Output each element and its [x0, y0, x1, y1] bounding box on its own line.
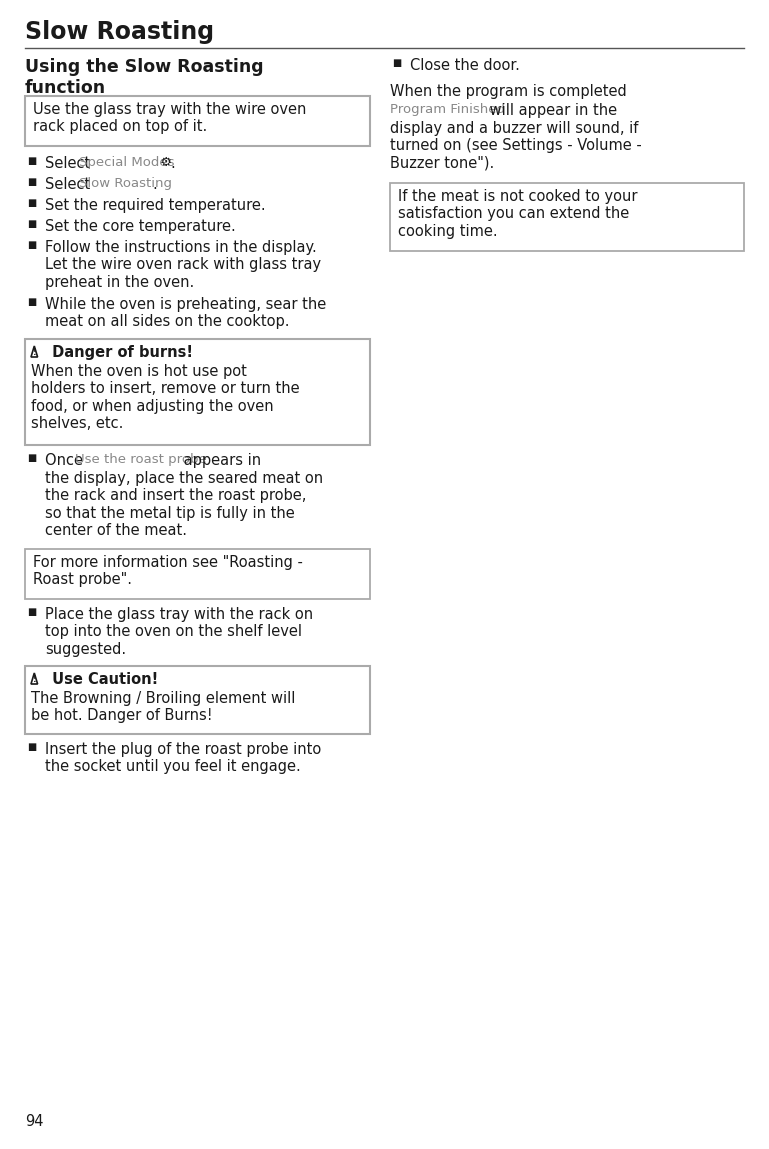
Text: ■: ■: [27, 607, 36, 617]
Text: Danger of burns!: Danger of burns!: [47, 345, 193, 360]
Text: ■: ■: [27, 177, 36, 187]
FancyBboxPatch shape: [390, 183, 744, 250]
FancyBboxPatch shape: [25, 666, 370, 734]
Text: display and a buzzer will sound, if
turned on (see Settings - Volume -
Buzzer to: display and a buzzer will sound, if turn…: [390, 121, 642, 171]
Text: Place the glass tray with the rack on
top into the oven on the shelf level
sugge: Place the glass tray with the rack on to…: [45, 607, 313, 657]
Text: While the oven is preheating, sear the
meat on all sides on the cooktop.: While the oven is preheating, sear the m…: [45, 296, 326, 330]
Text: Select: Select: [45, 156, 95, 171]
Text: .: .: [152, 177, 157, 192]
Text: Once: Once: [45, 453, 88, 468]
Text: ■: ■: [27, 156, 36, 165]
FancyBboxPatch shape: [25, 97, 370, 146]
Text: 94: 94: [25, 1115, 44, 1129]
Text: The Browning / Broiling element will
be hot. Danger of Burns!: The Browning / Broiling element will be …: [31, 691, 295, 724]
Text: Set the required temperature.: Set the required temperature.: [45, 198, 265, 213]
Text: If the meat is not cooked to your
satisfaction you can extend the
cooking time.: If the meat is not cooked to your satisf…: [398, 188, 638, 239]
Text: Slow Roasting: Slow Roasting: [79, 177, 172, 190]
Text: ■: ■: [27, 453, 36, 463]
Text: appears in: appears in: [179, 453, 261, 468]
FancyBboxPatch shape: [25, 339, 370, 445]
Text: Use Caution!: Use Caution!: [47, 672, 158, 687]
Text: ■: ■: [27, 240, 36, 250]
Text: When the oven is hot use pot
holders to insert, remove or turn the
food, or when: When the oven is hot use pot holders to …: [31, 364, 300, 431]
Text: Use the roast probe: Use the roast probe: [75, 453, 207, 466]
Text: Use the glass tray with the wire oven
rack placed on top of it.: Use the glass tray with the wire oven ra…: [33, 102, 306, 134]
FancyBboxPatch shape: [25, 549, 370, 599]
Text: When the program is completed: When the program is completed: [390, 84, 627, 99]
Text: the display, place the seared meat on
the rack and insert the roast probe,
so th: the display, place the seared meat on th…: [45, 471, 323, 538]
Text: Select: Select: [45, 177, 95, 192]
Text: !: !: [32, 347, 36, 356]
Text: ⚙: ⚙: [156, 156, 172, 169]
Text: ■: ■: [392, 57, 401, 68]
Text: ■: ■: [27, 198, 36, 208]
Text: !: !: [32, 674, 36, 684]
Text: ■: ■: [27, 742, 36, 751]
Text: Set the core temperature.: Set the core temperature.: [45, 219, 236, 234]
Text: ■: ■: [27, 296, 36, 307]
Text: Using the Slow Roasting
function: Using the Slow Roasting function: [25, 57, 264, 97]
Text: For more information see "Roasting -
Roast probe".: For more information see "Roasting - Roa…: [33, 555, 303, 587]
Text: Insert the plug of the roast probe into
the socket until you feel it engage.: Insert the plug of the roast probe into …: [45, 742, 321, 774]
Text: will appear in the: will appear in the: [485, 103, 618, 118]
Text: ■: ■: [27, 219, 36, 229]
Text: .: .: [170, 156, 175, 171]
Text: Close the door.: Close the door.: [410, 57, 520, 74]
Text: Slow Roasting: Slow Roasting: [25, 20, 214, 44]
Text: Program Finished: Program Finished: [390, 103, 505, 116]
Text: Follow the instructions in the display.
Let the wire oven rack with glass tray
p: Follow the instructions in the display. …: [45, 240, 321, 290]
Text: Special Modes: Special Modes: [79, 156, 175, 169]
